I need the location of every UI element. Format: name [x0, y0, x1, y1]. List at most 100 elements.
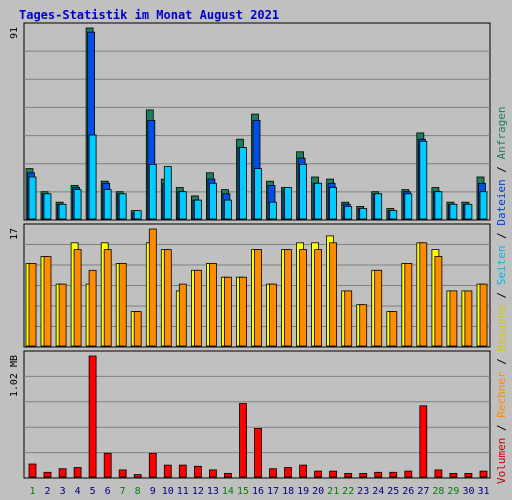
- x-tick-label: 25: [387, 486, 399, 497]
- bar-volumen-day-4: [73, 467, 82, 478]
- bar-rechner-day-30: [464, 290, 473, 347]
- bar-rechner-day-9: [148, 228, 157, 347]
- bar-rechner-day-17: [269, 283, 277, 347]
- legend-separator: /: [495, 226, 508, 246]
- bar-volumen-day-26: [404, 470, 413, 478]
- bar-seiten-day-26: [404, 193, 413, 220]
- bar-seiten-day-29: [449, 203, 458, 220]
- x-axis-day-labels: 1 2 3 4 5 6 7 8 9 10 11 12 13 14 15 16 17 18 19 20 21 22 23 24 2…: [29, 486, 489, 497]
- x-tick-label: 16: [252, 486, 264, 497]
- bar-volumen-day-28: [434, 469, 443, 478]
- series-volumen: [28, 355, 488, 478]
- legend-item-anfragen: Anfragen: [495, 106, 508, 159]
- panel-requests: 91: [9, 22, 491, 221]
- bar-rechner-day-15: [239, 276, 247, 347]
- bar-rechner-day-2: [43, 256, 52, 347]
- x-tick-label: 15: [237, 486, 249, 497]
- x-tick-label: 31: [477, 486, 489, 497]
- bar-rechner-day-16: [254, 249, 262, 347]
- x-tick-label: 4: [75, 486, 81, 497]
- x-tick-label: 30: [462, 486, 474, 497]
- bar-rechner-day-7: [118, 262, 127, 347]
- bar-seiten-day-3: [58, 203, 67, 220]
- bar-volumen-day-15: [239, 403, 247, 478]
- bar-seiten-day-15: [239, 147, 247, 220]
- bar-seiten-day-23: [359, 208, 368, 220]
- legend-separator: /: [495, 352, 508, 372]
- x-tick-label: 19: [297, 486, 309, 497]
- bar-seiten-day-22: [344, 205, 353, 220]
- bar-volumen-day-16: [254, 427, 262, 478]
- bar-volumen-day-23: [359, 472, 368, 478]
- x-tick-label: 3: [60, 486, 66, 497]
- bar-volumen-day-24: [374, 471, 383, 478]
- panel-volume: 1.02 MB: [9, 350, 491, 479]
- bar-seiten-day-12: [193, 199, 202, 220]
- bar-seiten-day-7: [118, 193, 127, 220]
- axis-max-label: 17: [9, 228, 20, 240]
- bar-volumen-day-11: [178, 464, 187, 478]
- bar-rechner-day-13: [208, 262, 217, 347]
- x-tick-label: 13: [207, 486, 219, 497]
- chart-title: Tages-Statistik im Monat August 2021: [19, 8, 279, 22]
- bar-rechner-day-3: [58, 283, 67, 347]
- bar-seiten-day-17: [269, 201, 277, 220]
- bar-volumen-day-2: [43, 471, 52, 478]
- bar-seiten-day-31: [479, 191, 488, 220]
- chart-panels: 91 17 1.02 MB: [9, 22, 491, 479]
- x-tick-label: 23: [357, 486, 369, 497]
- legend-separator: /: [495, 418, 508, 438]
- bar-rechner-day-20: [314, 249, 323, 347]
- bar-seiten-day-24: [374, 193, 383, 220]
- bar-volumen-day-19: [299, 464, 308, 478]
- bar-volumen-day-14: [223, 472, 232, 478]
- bar-volumen-day-27: [419, 405, 428, 478]
- legend-item-seiten: Seiten: [495, 246, 508, 286]
- bar-seiten-day-4: [73, 189, 82, 220]
- bar-volumen-day-17: [269, 468, 277, 478]
- bar-rechner-day-5: [88, 269, 97, 347]
- x-tick-label: 11: [177, 486, 189, 497]
- bar-volumen-day-8: [133, 474, 142, 478]
- x-tick-label: 27: [417, 486, 429, 497]
- bar-rechner-day-25: [389, 311, 398, 347]
- bar-rechner-day-26: [404, 262, 413, 347]
- bar-volumen-day-3: [58, 468, 67, 478]
- bar-seiten-day-5: [88, 134, 97, 220]
- bar-seiten-day-1: [28, 176, 37, 220]
- bar-seiten-day-6: [103, 189, 112, 220]
- bar-rechner-day-29: [449, 290, 458, 347]
- bar-rechner-day-31: [479, 283, 488, 347]
- x-tick-label: 29: [447, 486, 459, 497]
- panel-frame: [23, 22, 491, 221]
- x-tick-label: 24: [372, 486, 384, 497]
- bar-seiten-day-9: [148, 163, 157, 220]
- bar-volumen-day-25: [389, 471, 398, 478]
- legend-separator: /: [495, 285, 508, 305]
- bar-rechner-day-24: [374, 269, 383, 347]
- bar-rechner-day-23: [359, 304, 368, 347]
- bar-seiten-day-10: [163, 166, 172, 220]
- legend-separator: /: [495, 159, 508, 179]
- bar-seiten-day-2: [43, 193, 52, 220]
- bar-seiten-day-13: [208, 182, 217, 220]
- bar-volumen-day-29: [449, 472, 458, 478]
- bar-volumen-day-30: [464, 472, 473, 478]
- x-tick-label: 28: [432, 486, 444, 497]
- bar-rechner-day-1: [28, 262, 37, 347]
- bar-seiten-day-21: [329, 187, 338, 220]
- bar-seiten-day-14: [223, 199, 232, 220]
- x-tick-label: 12: [192, 486, 204, 497]
- x-tick-label: 2: [44, 486, 50, 497]
- panel-frame: [23, 350, 491, 479]
- legend-item-dateien: Dateien: [495, 179, 508, 225]
- axis-max-label: 91: [9, 27, 20, 39]
- bar-seiten-day-16: [254, 168, 262, 220]
- bar-rechner-day-4: [73, 249, 82, 347]
- bar-seiten-day-19: [299, 163, 308, 220]
- x-tick-label: 26: [402, 486, 414, 497]
- legend-item-rechner: Rechner: [495, 371, 508, 418]
- bar-volumen-day-7: [118, 469, 127, 478]
- bar-volumen-day-18: [284, 467, 292, 478]
